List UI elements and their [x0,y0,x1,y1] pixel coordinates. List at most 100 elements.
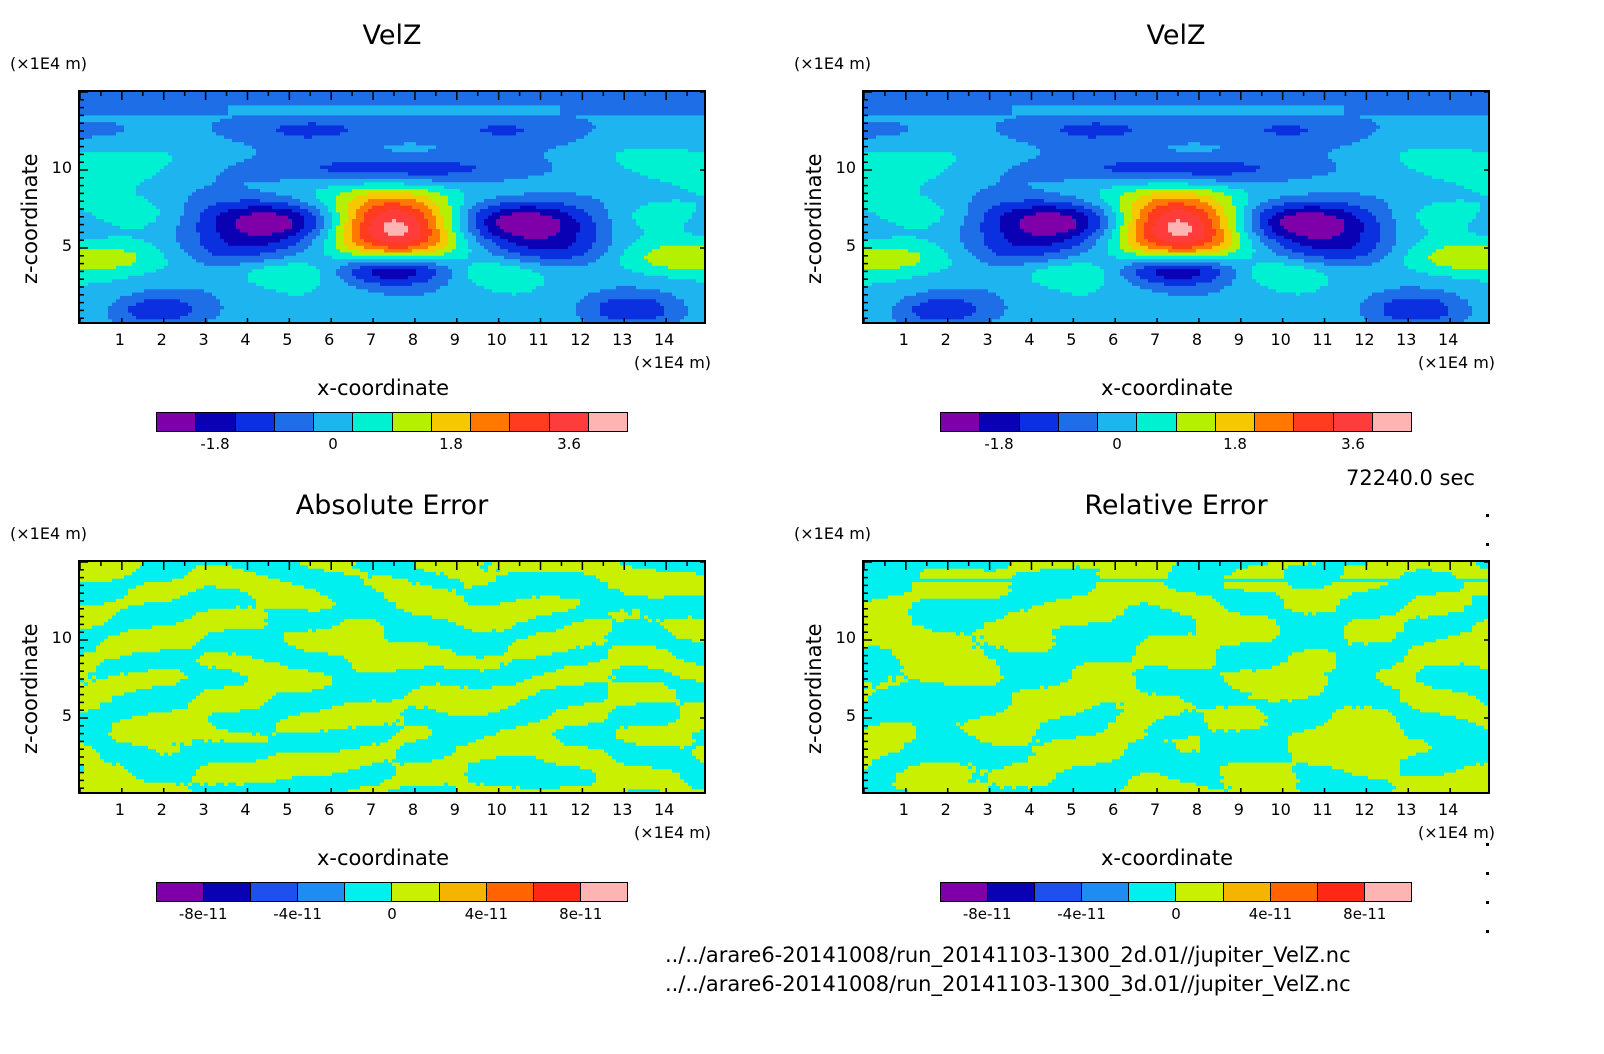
chart-panel-3: Absolute Error (×1E4 m) z-coordinate 1 2 3 4 5 6… [0,470,784,940]
x-tick-label: 13 [610,800,634,819]
x-tick-label: 12 [1352,330,1376,349]
time-label: 72240.0 sec [1346,466,1475,490]
x-tick-label: 8 [401,330,425,349]
x-tick-label: 4 [233,330,257,349]
chart-panel-4: Relative Error (×1E4 m) z-coordinate 1 2 3 4 5 6… [784,470,1568,940]
x-unit-label: (×1E4 m) [1418,823,1495,842]
colorbar-swatch [314,413,354,431]
colorbar-tick-label: 3.6 [1341,435,1365,453]
colorbar-tick-label: -4e-11 [273,905,322,923]
colorbar [156,412,628,432]
x-tick-label: 12 [1352,800,1376,819]
colorbar-swatch [1082,883,1130,901]
x-tick-label: 14 [1436,800,1460,819]
plot-area [862,90,1490,324]
x-tick-label: 13 [1394,330,1418,349]
x-tick-label: 7 [359,800,383,819]
chart-title: VelZ [856,20,1496,51]
x-unit-label: (×1E4 m) [634,823,711,842]
colorbar-swatch [588,413,627,431]
colorbar-tick-label: 4e-11 [1249,905,1292,923]
colorbar-swatch [1137,413,1177,431]
chart-title: VelZ [72,20,712,51]
y-axis-label: z-coordinate [802,623,826,754]
x-tick-label: 8 [401,800,425,819]
x-tick-label: 11 [527,800,551,819]
file-path-3d: ../../arare6-20141008/run_20141103-1300_… [665,972,1351,996]
x-tick-label: 2 [934,330,958,349]
colorbar-swatch [486,883,534,901]
plot-area [862,560,1490,794]
x-tick-label: 12 [568,800,592,819]
x-tick-label: 9 [443,330,467,349]
y-unit-label: (×1E4 m) [794,524,871,543]
x-tick-label: 1 [108,800,132,819]
colorbar-swatch [1176,413,1216,431]
colorbar-swatch [1035,883,1083,901]
colorbar-tick-label: 0 [1171,905,1181,923]
x-tick-label: 4 [1017,800,1041,819]
y-unit-label: (×1E4 m) [10,524,87,543]
colorbar-swatch [1270,883,1318,901]
y-tick-label: 10 [828,158,856,177]
y-axis-label: z-coordinate [802,153,826,284]
tick-marks [864,562,1488,792]
chart-panel-2: VelZ (×1E4 m) z-coordinate 1 2 3 4 5 6 7 8 9 10 11 12 1… [784,0,1568,470]
colorbar-swatch [1019,413,1059,431]
colorbar-swatch [392,883,440,901]
colorbar-swatch [392,413,432,431]
colorbar-swatch [1364,883,1411,901]
heatmap-field [864,562,1488,792]
y-tick-label: 5 [828,706,856,725]
x-tick-label: 10 [485,330,509,349]
y-tick-label: 10 [44,628,72,647]
colorbar-tick-label: -8e-11 [963,905,1012,923]
x-tick-label: 7 [359,330,383,349]
colorbar-swatch [157,413,197,431]
colorbar-swatch [580,883,627,901]
chart-panel-1: VelZ (×1E4 m) z-coordinate 1 2 3 4 5 6 7 8 9 10 11 12 1… [0,0,784,470]
colorbar-swatch [431,413,471,431]
x-unit-label: (×1E4 m) [634,353,711,372]
margin-dot [1486,543,1489,546]
y-axis-label: z-coordinate [18,623,42,754]
colorbar-swatch [1255,413,1295,431]
x-tick-label: 3 [976,800,1000,819]
y-tick-label: 5 [44,236,72,255]
colorbar-tick-label: 0 [1112,435,1122,453]
colorbar-tick-label: 4e-11 [465,905,508,923]
x-tick-label: 1 [892,330,916,349]
colorbar-swatch [1129,883,1177,901]
y-axis-label: z-coordinate [18,153,42,284]
colorbar-swatch [510,413,550,431]
colorbar-tick-label: -1.8 [984,435,1013,453]
x-tick-label: 6 [1101,330,1125,349]
colorbar [156,882,628,902]
colorbar-swatch [1333,413,1373,431]
colorbar-swatch [1215,413,1255,431]
x-tick-label: 9 [1227,800,1251,819]
x-tick-label: 7 [1143,330,1167,349]
colorbar-swatch [298,883,346,901]
colorbar-swatch [1058,413,1098,431]
colorbar-swatch [980,413,1020,431]
tick-marks [80,562,704,792]
colorbar-swatch [439,883,487,901]
x-tick-label: 5 [1059,330,1083,349]
x-tick-label: 11 [527,330,551,349]
y-tick-label: 10 [44,158,72,177]
x-axis-label: x-coordinate [317,846,449,870]
colorbar-tick-label: -8e-11 [179,905,228,923]
x-tick-label: 5 [275,330,299,349]
x-tick-label: 6 [1101,800,1125,819]
colorbar-swatch [274,413,314,431]
x-tick-label: 3 [976,330,1000,349]
colorbar [940,412,1412,432]
y-tick-label: 5 [44,706,72,725]
x-axis-label: x-coordinate [1101,376,1233,400]
y-unit-label: (×1E4 m) [794,54,871,73]
x-tick-label: 12 [568,330,592,349]
margin-dot [1486,514,1489,517]
heatmap-field [864,92,1488,322]
x-tick-label: 4 [233,800,257,819]
